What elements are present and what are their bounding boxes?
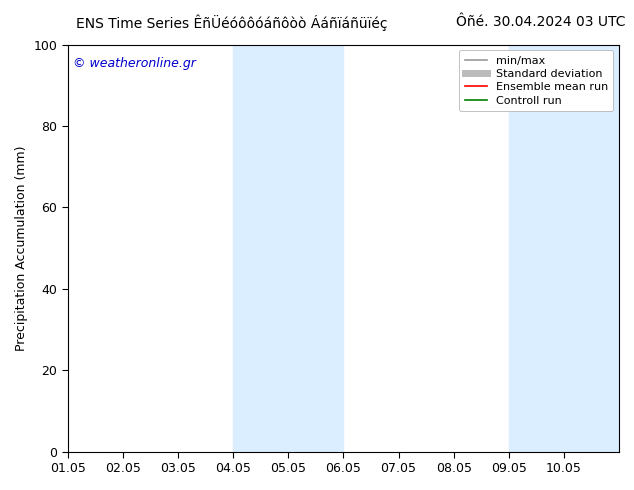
Text: ENS Time Series ÊñÜéóôôóáñôòò Ááñïáñüïéç: ENS Time Series ÊñÜéóôôóáñôòò Ááñïáñüïéç bbox=[76, 15, 387, 31]
Text: Ôñé. 30.04.2024 03 UTC: Ôñé. 30.04.2024 03 UTC bbox=[456, 15, 626, 29]
Bar bbox=[508, 45, 619, 452]
Y-axis label: Precipitation Accumulation (mm): Precipitation Accumulation (mm) bbox=[15, 146, 28, 351]
Text: © weatheronline.gr: © weatheronline.gr bbox=[74, 57, 197, 70]
Bar bbox=[233, 45, 344, 452]
Legend: min/max, Standard deviation, Ensemble mean run, Controll run: min/max, Standard deviation, Ensemble me… bbox=[459, 50, 614, 111]
